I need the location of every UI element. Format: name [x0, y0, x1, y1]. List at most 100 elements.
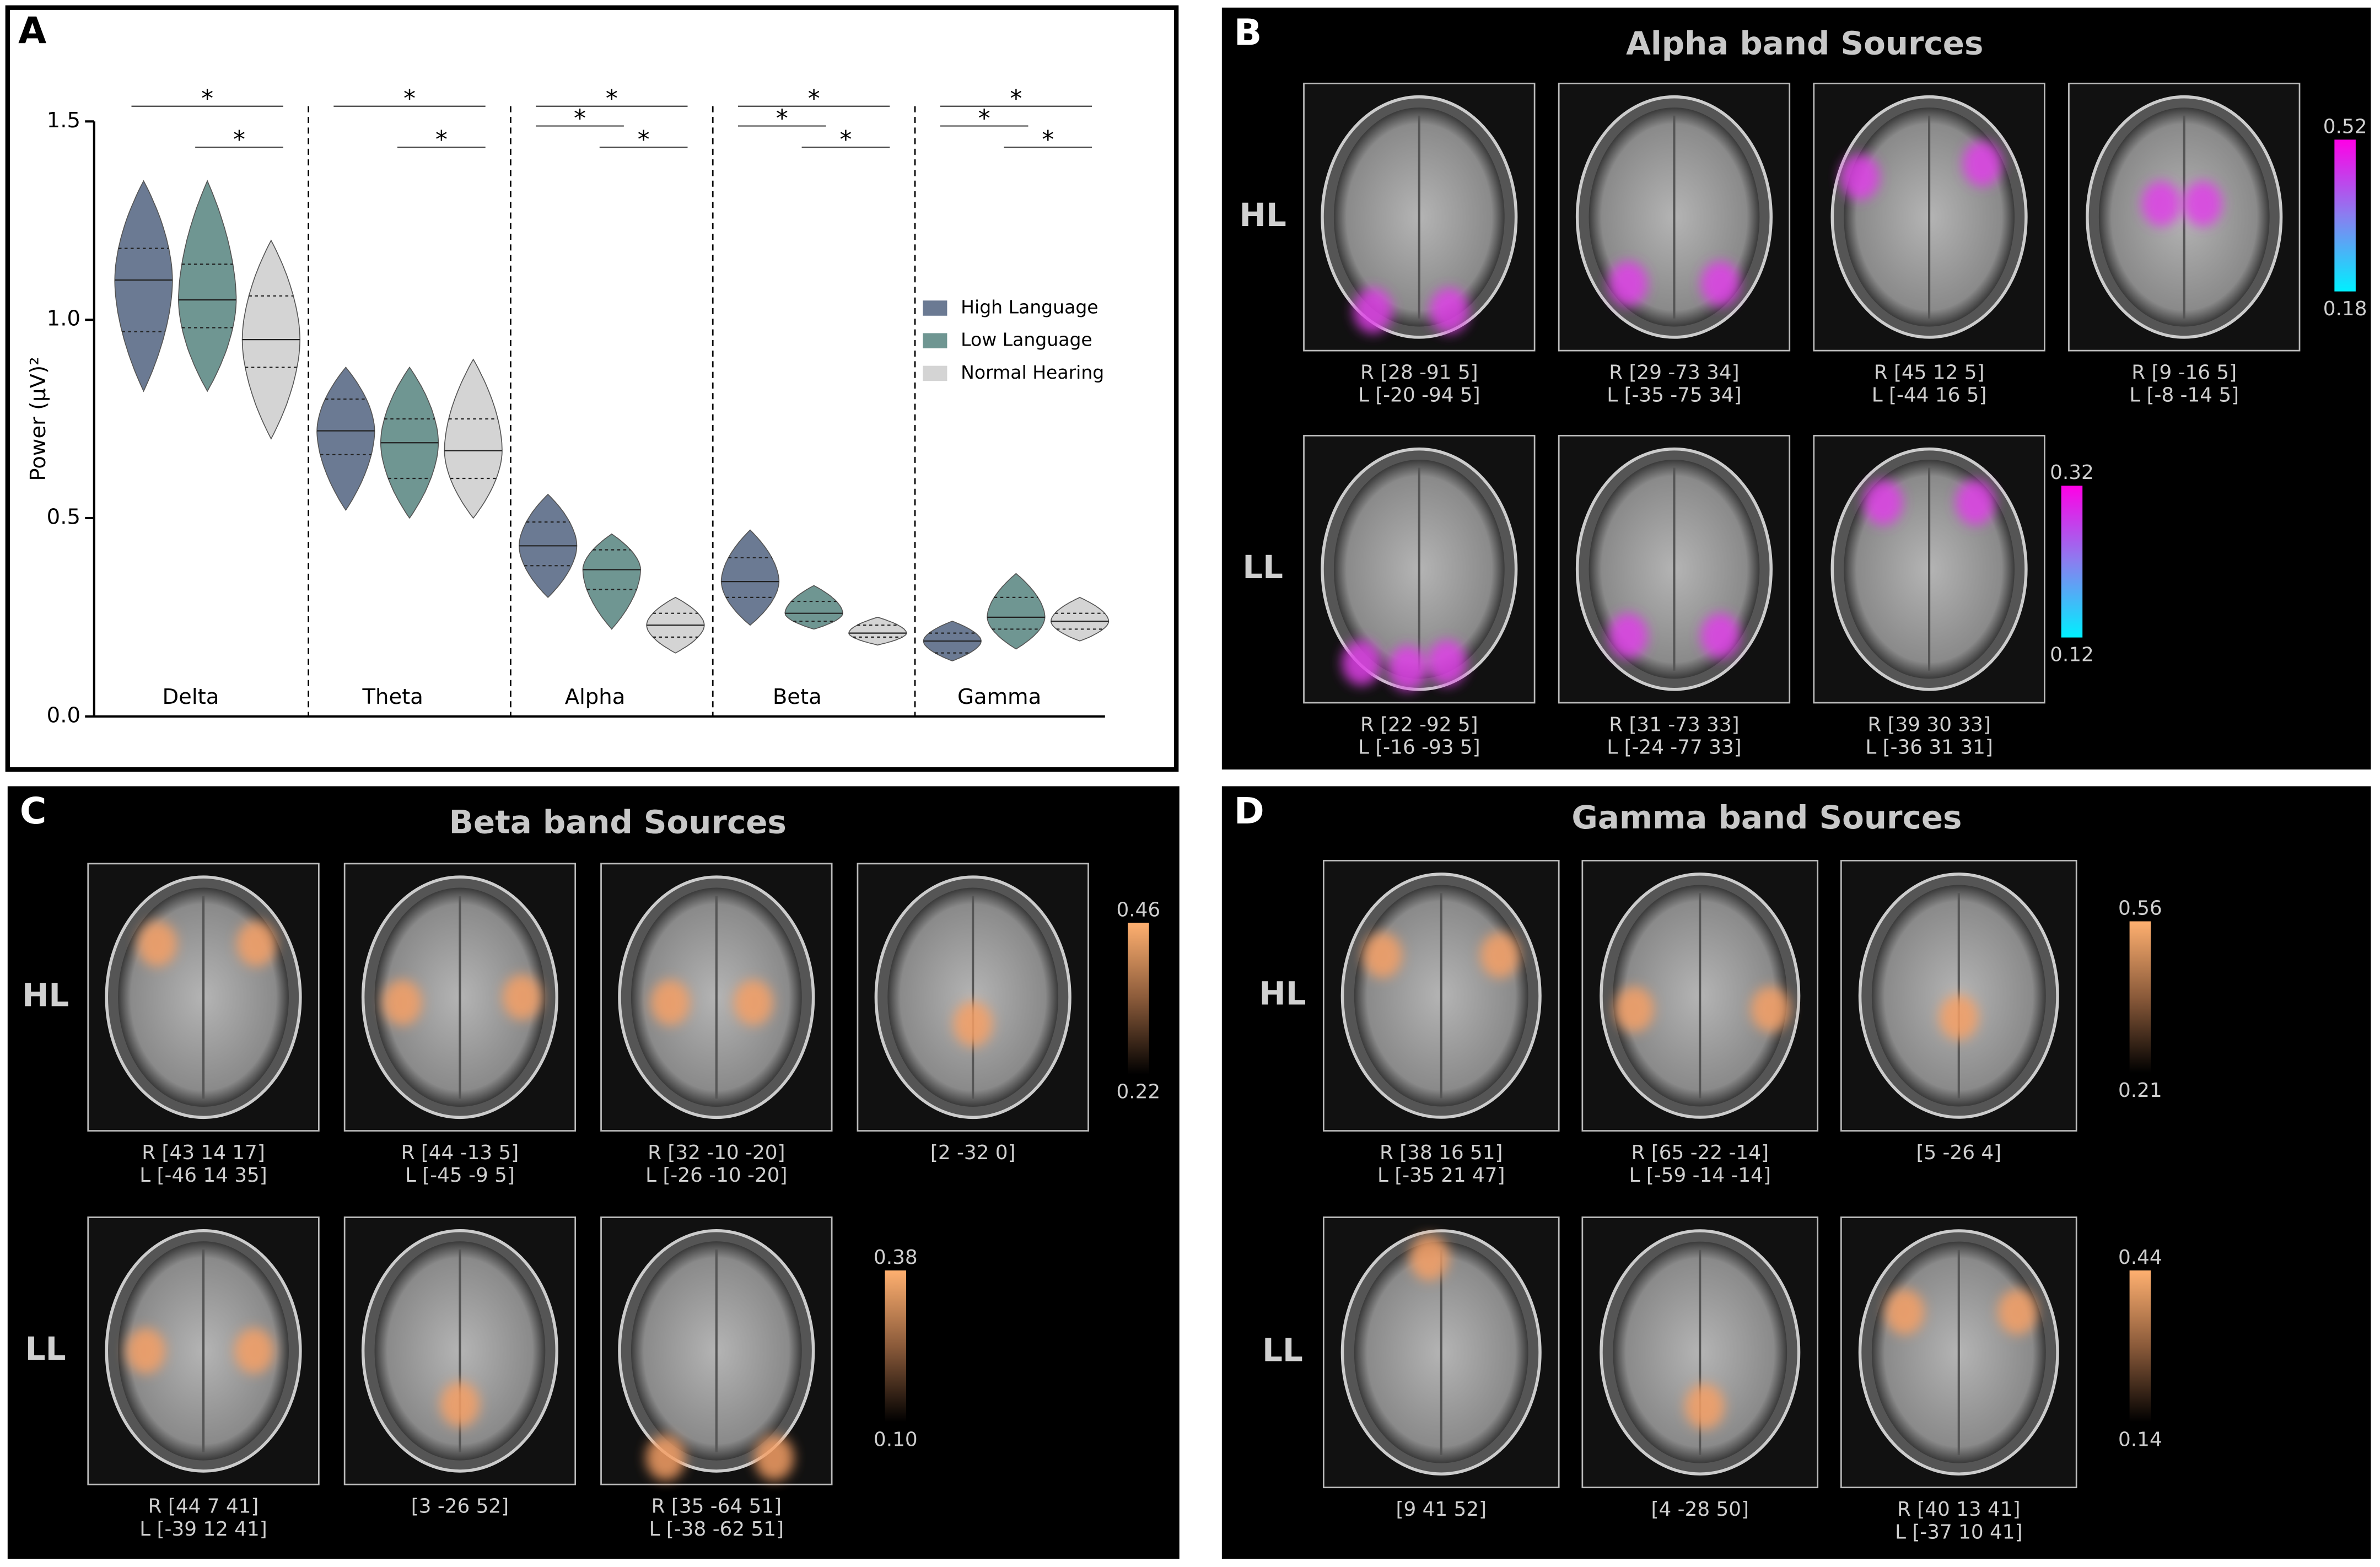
coordinate-label: R [45 12 5] [1874, 361, 1985, 384]
colorbar-min-label: 0.14 [2118, 1428, 2162, 1451]
significance-label: * [638, 126, 650, 154]
row-label: HL [22, 976, 69, 1014]
row-label: LL [25, 1330, 66, 1367]
colorbar-min-label: 0.10 [874, 1428, 918, 1451]
activation-blob [1388, 645, 1428, 691]
violin [114, 180, 173, 392]
colorbar-min-label: 0.12 [2050, 644, 2094, 666]
violin [987, 573, 1046, 650]
coordinate-label: L [-59 -14 -14] [1629, 1164, 1771, 1187]
activation-blob [1342, 639, 1381, 686]
coordinate-label: L [-38 -62 51] [649, 1518, 784, 1541]
activation-blob [126, 1328, 166, 1374]
activation-blob [236, 920, 277, 967]
violin [178, 180, 237, 392]
coordinate-label: [2 -32 0] [930, 1141, 1016, 1164]
activation-blob [1353, 288, 1393, 333]
legend-label: High Language [961, 297, 1098, 318]
activation-blob [1363, 932, 1402, 978]
colorbar-max-label: 0.32 [2050, 461, 2094, 484]
row-label: LL [1262, 1332, 1303, 1369]
coordinate-label: R [43 14 17] [142, 1141, 265, 1164]
significance-label: * [574, 105, 586, 133]
category-label: Beta [773, 685, 822, 709]
coordinate-label: L [-16 -93 5] [1358, 736, 1480, 759]
coordinate-label: R [28 -91 5] [1360, 361, 1478, 384]
coordinate-label: [4 -28 50] [1651, 1498, 1749, 1521]
activation-blob [382, 979, 422, 1026]
activation-blob [1427, 639, 1467, 686]
coordinate-label: R [44 7 41] [148, 1495, 259, 1518]
colorbar-max-label: 0.38 [874, 1246, 918, 1269]
activation-blob [1614, 986, 1654, 1032]
colorbar-min-label: 0.22 [1117, 1081, 1161, 1103]
colorbar-min-label: 0.21 [2118, 1079, 2162, 1102]
colorbar-max-label: 0.46 [1117, 898, 1161, 921]
panel-title: Alpha band Sources [1626, 25, 1983, 62]
category-label: Gamma [957, 685, 1041, 709]
y-tick-label: 0.0 [47, 703, 80, 728]
significance-label: * [776, 105, 788, 133]
legend-label: Low Language [961, 329, 1092, 351]
coordinate-label: L [-44 16 5] [1872, 384, 1987, 407]
activation-blob [1939, 994, 1979, 1040]
activation-blob [650, 979, 690, 1026]
category-label: Alpha [565, 685, 626, 709]
activation-blob [1956, 480, 1995, 525]
activation-blob [2183, 181, 2223, 227]
row-label: HL [1240, 196, 1286, 234]
activation-blob [733, 979, 773, 1026]
activation-blob [1685, 1383, 1725, 1429]
activation-blob [1840, 154, 1880, 200]
coordinate-label: R [44 -13 5] [401, 1141, 519, 1164]
significance-label: * [606, 85, 618, 113]
significance-label: * [1010, 85, 1022, 113]
significance-label: * [233, 126, 245, 154]
significance-label: * [435, 126, 448, 154]
panel-label: C [20, 790, 46, 832]
coordinate-label: R [9 -16 5] [2131, 361, 2237, 384]
significance-label: * [808, 85, 820, 113]
category-label: Delta [162, 685, 219, 709]
violin [316, 367, 375, 511]
coordinate-label: L [-35 21 47] [1377, 1164, 1505, 1187]
y-tick-label: 1.0 [47, 306, 80, 331]
coordinate-label: L [-24 -77 33] [1607, 736, 1741, 759]
violin [582, 533, 641, 630]
significance-label: * [403, 85, 416, 113]
activation-blob [1608, 261, 1648, 307]
panel-label: A [18, 10, 46, 52]
activation-blob [440, 1381, 480, 1428]
colorbar [2334, 139, 2356, 292]
violin [720, 529, 780, 626]
coordinate-label: R [22 -92 5] [1360, 713, 1478, 736]
coordinate-label: L [-26 -10 -20] [645, 1164, 787, 1187]
colorbar-max-label: 0.44 [2118, 1246, 2162, 1269]
violin [784, 585, 843, 630]
activation-blob [1863, 480, 1903, 525]
colorbar [885, 1270, 907, 1423]
coordinate-label: R [65 -22 -14] [1631, 1141, 1769, 1164]
coordinate-label: [9 41 52] [1396, 1498, 1487, 1521]
colorbar [2061, 486, 2083, 638]
colorbar-max-label: 0.52 [2323, 115, 2367, 138]
y-tick-label: 0.5 [47, 504, 80, 529]
legend-swatch [923, 333, 947, 348]
activation-blob [1700, 613, 1740, 659]
coordinate-label: L [-39 12 41] [139, 1518, 267, 1541]
activation-blob [1962, 141, 2002, 187]
activation-blob [1480, 932, 1520, 978]
colorbar-min-label: 0.18 [2323, 298, 2367, 320]
colorbar [2129, 921, 2151, 1073]
legend-swatch [923, 365, 947, 381]
y-tick-label: 1.5 [47, 108, 80, 133]
legend-swatch [923, 300, 947, 316]
coordinate-label: [5 -26 4] [1916, 1141, 2001, 1164]
significance-label: * [839, 126, 852, 154]
activation-blob [1608, 613, 1648, 659]
coordinate-label: R [35 -64 51] [651, 1495, 782, 1518]
colorbar-max-label: 0.56 [2118, 897, 2162, 920]
coordinate-label: L [-8 -14 5] [2129, 384, 2239, 407]
